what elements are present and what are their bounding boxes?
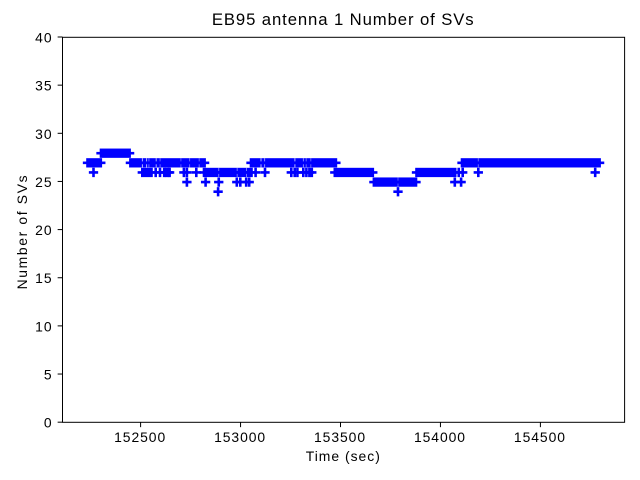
svg-text:152500: 152500 <box>114 429 166 445</box>
svg-text:30: 30 <box>35 126 52 142</box>
svg-text:Number of SVs: Number of SVs <box>14 174 30 290</box>
svg-text:35: 35 <box>35 78 52 94</box>
svg-text:154500: 154500 <box>514 429 566 445</box>
svg-text:5: 5 <box>44 367 53 383</box>
svg-text:EB95 antenna 1 Number of SVs: EB95 antenna 1 Number of SVs <box>212 10 475 29</box>
svg-text:153000: 153000 <box>214 429 266 445</box>
svg-text:154000: 154000 <box>414 429 466 445</box>
svg-text:153500: 153500 <box>314 429 366 445</box>
svg-text:Time (sec): Time (sec) <box>306 448 381 464</box>
svg-text:10: 10 <box>35 318 52 334</box>
svg-text:15: 15 <box>35 270 52 286</box>
svg-text:20: 20 <box>35 222 52 238</box>
svg-text:25: 25 <box>35 174 52 190</box>
svg-text:0: 0 <box>44 415 53 431</box>
svg-text:40: 40 <box>35 30 52 46</box>
